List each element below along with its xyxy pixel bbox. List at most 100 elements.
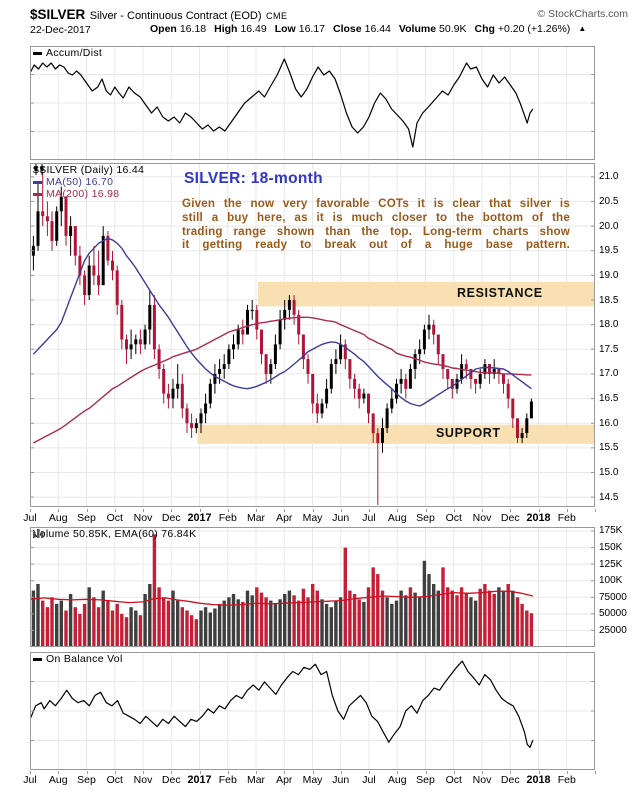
x-axis-label: Dec xyxy=(500,512,520,524)
month-tick xyxy=(199,509,201,512)
price-axis-tick-label: 18.5 xyxy=(599,294,619,306)
volume-legend-label: Volume 50.85K, EMA(60) 76.84K xyxy=(33,528,197,540)
quote-value: 16.18 xyxy=(179,23,207,35)
month-tick xyxy=(284,509,286,512)
x-axis-label: Jun xyxy=(332,774,350,786)
chart-header: $SILVER Silver - Continuous Contract (EO… xyxy=(30,6,287,24)
month-tick xyxy=(58,771,60,774)
quote-label: Low xyxy=(274,23,296,35)
volume-bars-icon xyxy=(33,529,44,538)
volume-axis-tick-label: 50000 xyxy=(599,608,627,620)
month-tick xyxy=(538,771,540,774)
accum-dist-panel: Accum/Dist xyxy=(30,46,595,160)
month-tick xyxy=(86,771,88,774)
x-axis-label: 2018 xyxy=(526,774,551,786)
price-legend-symbol-row: $SILVER (Daily) 16.44 xyxy=(33,164,144,176)
quote-label: High xyxy=(214,23,238,35)
month-tick xyxy=(595,509,596,512)
ma200-legend-row: MA(200) 16.98 xyxy=(33,188,119,200)
x-axis-label: Feb xyxy=(218,774,237,786)
accum-dist-legend-label: Accum/Dist xyxy=(46,47,103,59)
x-axis-label: Oct xyxy=(445,774,462,786)
month-tick xyxy=(171,771,173,774)
x-axis-label: Feb xyxy=(557,512,576,524)
x-axis-label: Nov xyxy=(133,512,153,524)
month-tick xyxy=(171,509,173,512)
x-axis-label: May xyxy=(302,774,323,786)
x-axis-label: Oct xyxy=(106,512,123,524)
ticker-symbol: $SILVER xyxy=(30,7,86,22)
month-tick xyxy=(86,509,88,512)
volume-axis-tick-label: 125K xyxy=(599,558,623,570)
month-tick xyxy=(482,509,483,512)
month-tick xyxy=(482,771,483,774)
x-axis-label: Mar xyxy=(246,774,266,786)
price-axis-tick-label: 15.0 xyxy=(599,467,619,478)
month-tick xyxy=(284,771,286,774)
quote-date: 22-Dec-2017 xyxy=(30,24,91,36)
volume-plot xyxy=(30,527,595,647)
x-axis-label: 2017 xyxy=(187,512,212,524)
obv-legend: On Balance Vol xyxy=(33,653,123,665)
month-tick xyxy=(397,771,399,774)
x-axis-label: Jun xyxy=(332,512,350,524)
month-tick xyxy=(425,509,427,512)
x-axis-label: Dec xyxy=(161,774,181,786)
price-panel: $SILVER (Daily) 16.44 MA(50) 16.70 MA(20… xyxy=(30,163,595,507)
month-tick xyxy=(227,771,229,774)
contract-title: Silver - Continuous Contract (EOD) xyxy=(89,10,262,22)
x-axis-label: Jul xyxy=(362,774,376,786)
x-axis-label: Aug xyxy=(387,774,407,786)
x-axis-months-upper: Jul Aug Sep Oct Nov Dec 2017 Feb Mar Apr May Jun Jul… xyxy=(0,509,634,526)
ma50-legend-label: MA(50) 16.70 xyxy=(46,176,114,188)
x-axis-label: Sep xyxy=(77,512,96,524)
x-axis-label: Apr xyxy=(276,774,293,786)
accum-dist-plot xyxy=(30,46,595,160)
price-legend-label: $SILVER (Daily) 16.44 xyxy=(33,164,145,176)
line-swatch-icon xyxy=(33,657,42,661)
month-tick xyxy=(397,509,399,512)
x-axis-label: 2017 xyxy=(187,774,212,786)
x-axis-label: Feb xyxy=(557,774,576,786)
annotation-line: still a buy here, as it is much closer t… xyxy=(182,210,570,224)
volume-panel: Volume 50.85K, EMA(60) 76.84K xyxy=(30,527,595,647)
ma50-legend-row: MA(50) 16.70 xyxy=(33,176,113,188)
x-axis-label: Aug xyxy=(48,512,68,524)
x-axis-label: May xyxy=(302,512,323,524)
annotation-title: SILVER: 18-month xyxy=(184,170,323,187)
month-tick xyxy=(114,509,116,512)
price-axis-tick-label: 21.0 xyxy=(599,171,619,183)
volume-axis-tick-label: 75000 xyxy=(599,591,627,603)
obv-plot xyxy=(30,652,595,770)
x-axis-label: Feb xyxy=(218,512,237,524)
month-tick xyxy=(143,509,144,512)
quote-label: Chg xyxy=(474,23,495,35)
price-axis-tick-label: 15.5 xyxy=(599,442,619,454)
month-tick xyxy=(143,771,144,774)
month-tick xyxy=(256,509,257,512)
month-tick xyxy=(566,509,568,512)
chg-up-arrow-icon: ▲ xyxy=(578,24,587,33)
stockcharts-credit: © StockCharts.com xyxy=(537,8,628,20)
support-label: SUPPORT xyxy=(436,426,501,440)
month-tick xyxy=(256,771,257,774)
x-axis-label: Apr xyxy=(276,512,293,524)
x-axis-label: Mar xyxy=(246,512,266,524)
price-plot xyxy=(30,163,595,507)
price-axis-tick-label: 17.5 xyxy=(599,343,619,355)
month-tick xyxy=(566,771,568,774)
month-tick xyxy=(595,771,596,774)
price-axis-tick-label: 16.0 xyxy=(599,417,619,429)
volume-axis-tick-label: 100K xyxy=(599,575,623,587)
accum-dist-legend: Accum/Dist xyxy=(33,47,102,59)
x-axis-label: Jul xyxy=(362,512,376,524)
quote-value: 50.9K xyxy=(439,23,467,35)
annotation-line: trading range shown than the top. Long-t… xyxy=(182,224,570,238)
price-legend: $SILVER (Daily) 16.44 MA(50) 16.70 MA(20… xyxy=(33,164,144,200)
ohlc-quote-row: Open 16.18 High 16.49 Low 16.17 Close 16.44 Volu… xyxy=(150,23,586,35)
x-axis-label: Aug xyxy=(387,512,407,524)
x-axis-label: Sep xyxy=(416,774,435,786)
x-axis-label: Jul xyxy=(23,774,37,786)
month-tick xyxy=(453,509,455,512)
month-tick xyxy=(538,509,540,512)
